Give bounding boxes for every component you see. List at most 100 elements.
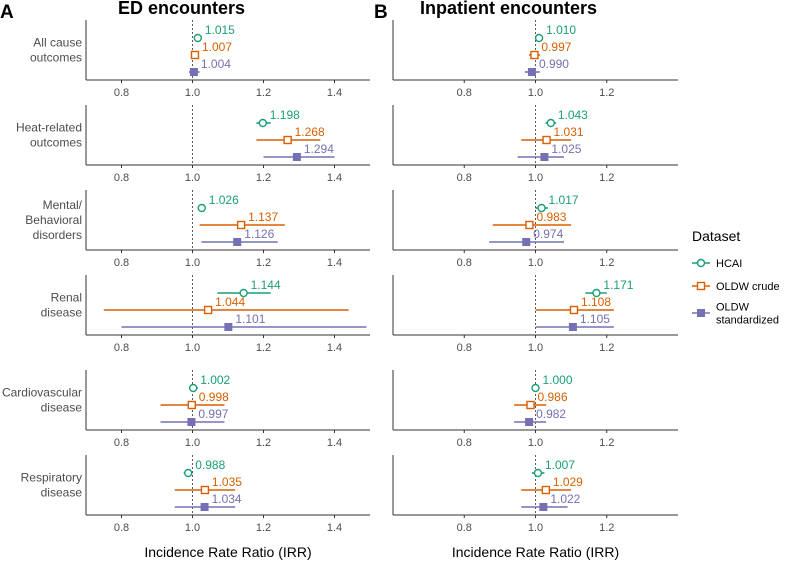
value-label-hcai-inp-2: 1.017 — [549, 193, 579, 207]
point-hcai-inp-4 — [531, 383, 540, 393]
value-label-hcai-ed-5: 0.988 — [195, 458, 225, 472]
point-crude-ed-3 — [203, 305, 213, 315]
point-crude-inp-4 — [526, 400, 535, 410]
point-std-ed-5 — [200, 503, 209, 511]
value-label-hcai-ed-0: 1.015 — [205, 23, 235, 37]
row-label-0-0: All cause — [33, 36, 82, 50]
tick-label-ed-2-3: 1.4 — [327, 257, 342, 269]
point-std-ed-0 — [189, 68, 198, 76]
value-label-std-inp-2: 0.974 — [533, 227, 563, 241]
point-std-inp-3 — [568, 323, 577, 331]
point-hcai-inp-3 — [592, 288, 601, 298]
value-label-std-inp-0: 0.990 — [539, 57, 569, 71]
row-label-3-0: Renal — [51, 291, 82, 305]
value-label-crude-inp-0: 0.997 — [541, 40, 571, 54]
value-label-std-inp-3: 1.105 — [580, 312, 610, 326]
value-label-hcai-inp-4: 1.000 — [543, 373, 573, 387]
point-std-inp-1 — [540, 153, 549, 161]
tick-label-inp-2-0: 0.8 — [457, 257, 472, 269]
tick-label-ed-0-3: 1.4 — [327, 87, 342, 99]
value-label-crude-ed-2: 1.137 — [248, 210, 278, 224]
value-label-crude-inp-3: 1.108 — [581, 295, 611, 309]
value-label-crude-inp-1: 1.031 — [554, 125, 584, 139]
tick-label-ed-0-2: 1.2 — [256, 87, 271, 99]
point-hcai-ed-4 — [189, 383, 198, 393]
row-label-4-0: Cardiovascular — [2, 386, 82, 400]
panel-title-inp: Inpatient encounters — [420, 0, 597, 18]
point-std-ed-4 — [187, 418, 196, 426]
legend-title: Dataset — [692, 228, 740, 244]
point-hcai-inp-5 — [533, 468, 543, 478]
legend-label-crude-0: OLDW crude — [716, 281, 780, 293]
value-label-hcai-inp-3: 1.171 — [603, 278, 633, 292]
tick-label-inp-2-1: 1.0 — [528, 257, 543, 269]
row-label-3-1: disease — [41, 306, 83, 320]
point-crude-inp-2 — [525, 220, 534, 230]
value-label-crude-inp-2: 0.983 — [536, 210, 566, 224]
legend-label-std-1: standardized — [716, 315, 779, 327]
row-label-5-1: disease — [41, 486, 83, 500]
point-hcai-inp-0 — [534, 33, 544, 43]
row-label-5-0: Respiratory — [21, 471, 82, 485]
legend-marker-hcai — [696, 258, 706, 268]
tick-label-inp-5-0: 0.8 — [457, 522, 472, 534]
point-hcai-inp-1 — [546, 118, 556, 128]
value-label-crude-ed-0: 1.007 — [202, 40, 232, 54]
value-label-hcai-inp-5: 1.007 — [545, 458, 575, 472]
x-axis-title-inp: Incidence Rate Ratio (IRR) — [452, 544, 619, 560]
tick-label-inp-4-0: 0.8 — [457, 437, 472, 449]
value-label-hcai-ed-4: 1.002 — [200, 373, 230, 387]
point-std-inp-0 — [527, 68, 536, 76]
tick-label-inp-1-0: 0.8 — [457, 172, 472, 184]
value-label-hcai-ed-3: 1.144 — [251, 278, 281, 292]
value-label-crude-inp-4: 0.986 — [538, 390, 568, 404]
legend-marker-std — [697, 309, 705, 317]
point-hcai-inp-2 — [537, 203, 546, 213]
tick-label-inp-3-1: 1.0 — [528, 342, 543, 354]
legend-label-hcai-0: HCAI — [716, 258, 742, 270]
tick-label-ed-3-0: 0.8 — [114, 342, 129, 354]
tick-label-ed-1-2: 1.2 — [256, 172, 271, 184]
value-label-crude-ed-1: 1.268 — [295, 125, 325, 139]
row-label-1-1: outcomes — [30, 136, 82, 150]
row-label-1-0: Heat-related — [16, 121, 82, 135]
point-std-inp-2 — [522, 238, 531, 246]
row-label-2-0: Mental/ — [43, 198, 83, 212]
value-label-hcai-inp-0: 1.010 — [546, 23, 576, 37]
tick-label-inp-4-2: 1.2 — [599, 437, 614, 449]
value-label-std-inp-4: 0.982 — [536, 407, 566, 421]
point-crude-inp-5 — [541, 485, 551, 495]
value-label-std-ed-5: 1.034 — [212, 492, 242, 506]
value-label-crude-ed-3: 1.044 — [215, 295, 245, 309]
tick-label-inp-0-2: 1.2 — [599, 87, 614, 99]
point-hcai-ed-2 — [197, 203, 206, 213]
tick-label-inp-5-1: 1.0 — [528, 522, 543, 534]
tick-label-ed-4-3: 1.4 — [327, 437, 342, 449]
tick-label-ed-0-1: 1.0 — [185, 87, 200, 99]
point-std-ed-3 — [224, 323, 233, 331]
tick-label-ed-1-0: 0.8 — [114, 172, 129, 184]
x-axis-title-ed: Incidence Rate Ratio (IRR) — [144, 544, 311, 560]
panel-letter-a: A — [0, 2, 14, 23]
point-std-inp-5 — [539, 503, 548, 511]
value-label-std-ed-4: 0.997 — [198, 407, 228, 421]
value-label-hcai-inp-1: 1.043 — [558, 108, 588, 122]
value-label-std-ed-0: 1.004 — [201, 57, 231, 71]
legend-label-std-0: OLDW — [716, 302, 750, 314]
tick-label-ed-1-1: 1.0 — [185, 172, 200, 184]
point-crude-ed-5 — [200, 485, 210, 495]
tick-label-inp-5-2: 1.2 — [599, 522, 614, 534]
tick-label-ed-5-1: 1.0 — [185, 522, 200, 534]
row-label-4-1: disease — [41, 401, 83, 415]
tick-label-ed-3-2: 1.2 — [256, 342, 271, 354]
point-crude-ed-0 — [190, 50, 200, 60]
value-label-crude-ed-4: 0.998 — [199, 390, 229, 404]
point-crude-ed-4 — [187, 400, 196, 410]
tick-label-ed-5-3: 1.4 — [327, 522, 342, 534]
value-label-std-ed-3: 1.101 — [235, 312, 265, 326]
tick-label-ed-0-0: 0.8 — [114, 87, 129, 99]
tick-label-ed-2-1: 1.0 — [185, 257, 200, 269]
tick-label-ed-2-0: 0.8 — [114, 257, 129, 269]
tick-label-ed-5-2: 1.2 — [256, 522, 271, 534]
